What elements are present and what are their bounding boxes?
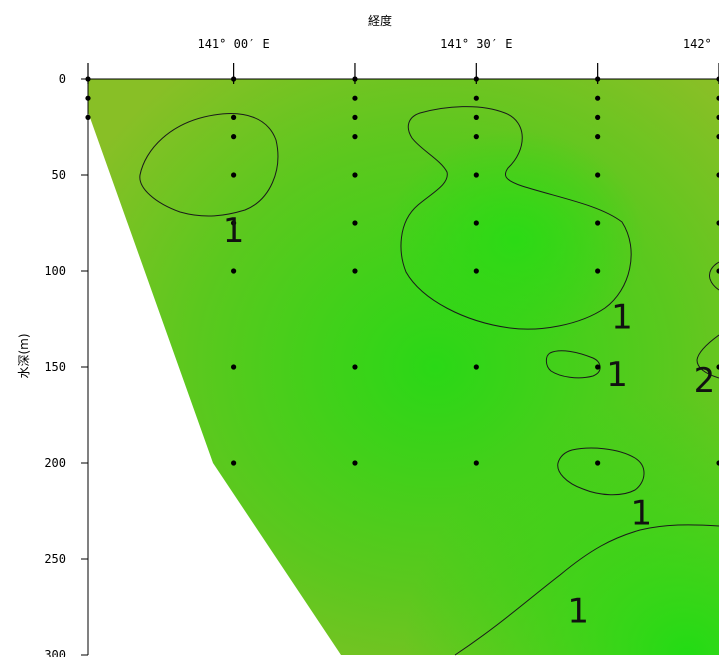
contour-line-200 [557, 447, 645, 496]
x-axis: 141° 00′ E 141° 30′ E 142° 00′ E 経度 [87, 13, 719, 84]
station-point [595, 114, 601, 120]
station-point [716, 364, 719, 370]
station-point [352, 114, 358, 120]
station-point [231, 460, 237, 466]
station-point [231, 134, 237, 140]
station-point [352, 460, 358, 466]
station-point [716, 268, 719, 274]
station-point [352, 95, 358, 101]
contour-line-small [545, 350, 601, 379]
station-point [716, 172, 719, 178]
station-point [595, 76, 601, 82]
station-point [473, 268, 479, 274]
station-point [473, 76, 479, 82]
contour-label: 1 [611, 298, 633, 338]
contour-line-left [139, 113, 279, 217]
y-tick-label: 200 [44, 456, 66, 470]
station-point [716, 460, 719, 466]
x-ticks: 141° 00′ E 141° 30′ E 142° 00′ E [197, 37, 719, 51]
contour-label: 2 [694, 361, 716, 401]
station-point [473, 460, 479, 466]
x-tick-label: 142° 00′ E [683, 37, 719, 51]
station-point [716, 95, 719, 101]
station-point [473, 134, 479, 140]
station-point [473, 114, 479, 120]
station-point [231, 76, 237, 82]
contour-label: 1 [631, 493, 653, 533]
x-tick-label: 141° 30′ E [440, 37, 512, 51]
station-point [716, 220, 719, 226]
station-point [595, 95, 601, 101]
station-point [473, 220, 479, 226]
station-point [85, 76, 91, 82]
y-tick-label: 100 [44, 264, 66, 278]
contour-label: 1 [223, 211, 245, 251]
station-point [595, 220, 601, 226]
station-point [595, 172, 601, 178]
x-axis-title: 経度 [368, 13, 392, 28]
station-point [595, 460, 601, 466]
contour-line-bottom [454, 524, 719, 656]
station-point [352, 76, 358, 82]
station-point [352, 268, 358, 274]
contour-line-right-b [696, 334, 719, 379]
station-point [352, 134, 358, 140]
station-point [85, 114, 91, 120]
station-point [473, 364, 479, 370]
y-tick-label: 150 [44, 360, 66, 374]
contour-field [88, 79, 719, 655]
contour-line-right-a [709, 261, 719, 291]
station-point [595, 268, 601, 274]
x-tick-label: 141° 00′ E [197, 37, 269, 51]
y-tick-label: 50 [52, 168, 66, 182]
y-ticks: 0 50 100 150 200 250 300 [44, 72, 88, 657]
field-highlight-core [385, 130, 645, 350]
station-point [231, 364, 237, 370]
station-point [231, 220, 237, 226]
station-point [595, 364, 601, 370]
y-tick-label: 0 [59, 72, 66, 86]
station-markers [85, 76, 719, 466]
y-tick-label: 250 [44, 552, 66, 566]
station-point [352, 220, 358, 226]
station-point [473, 95, 479, 101]
station-point [352, 364, 358, 370]
station-point [352, 172, 358, 178]
station-point [231, 172, 237, 178]
station-point [231, 268, 237, 274]
y-tick-label: 300 [44, 648, 66, 657]
contour-label: 1 [567, 591, 589, 631]
contour-labels: 1 1 1 2 1 1 [223, 211, 715, 631]
y-axis: 0 50 100 150 200 250 300 水深(m) [17, 72, 89, 657]
station-point [716, 114, 719, 120]
contour-line-center [400, 106, 632, 330]
station-point [595, 134, 601, 140]
contour-label: 1 [606, 355, 628, 395]
station-point [716, 76, 719, 82]
station-point [85, 95, 91, 101]
contour-lines [139, 106, 719, 656]
y-axis-title: 水深(m) [17, 333, 31, 378]
station-point [231, 114, 237, 120]
station-point [473, 172, 479, 178]
station-point [716, 134, 719, 140]
